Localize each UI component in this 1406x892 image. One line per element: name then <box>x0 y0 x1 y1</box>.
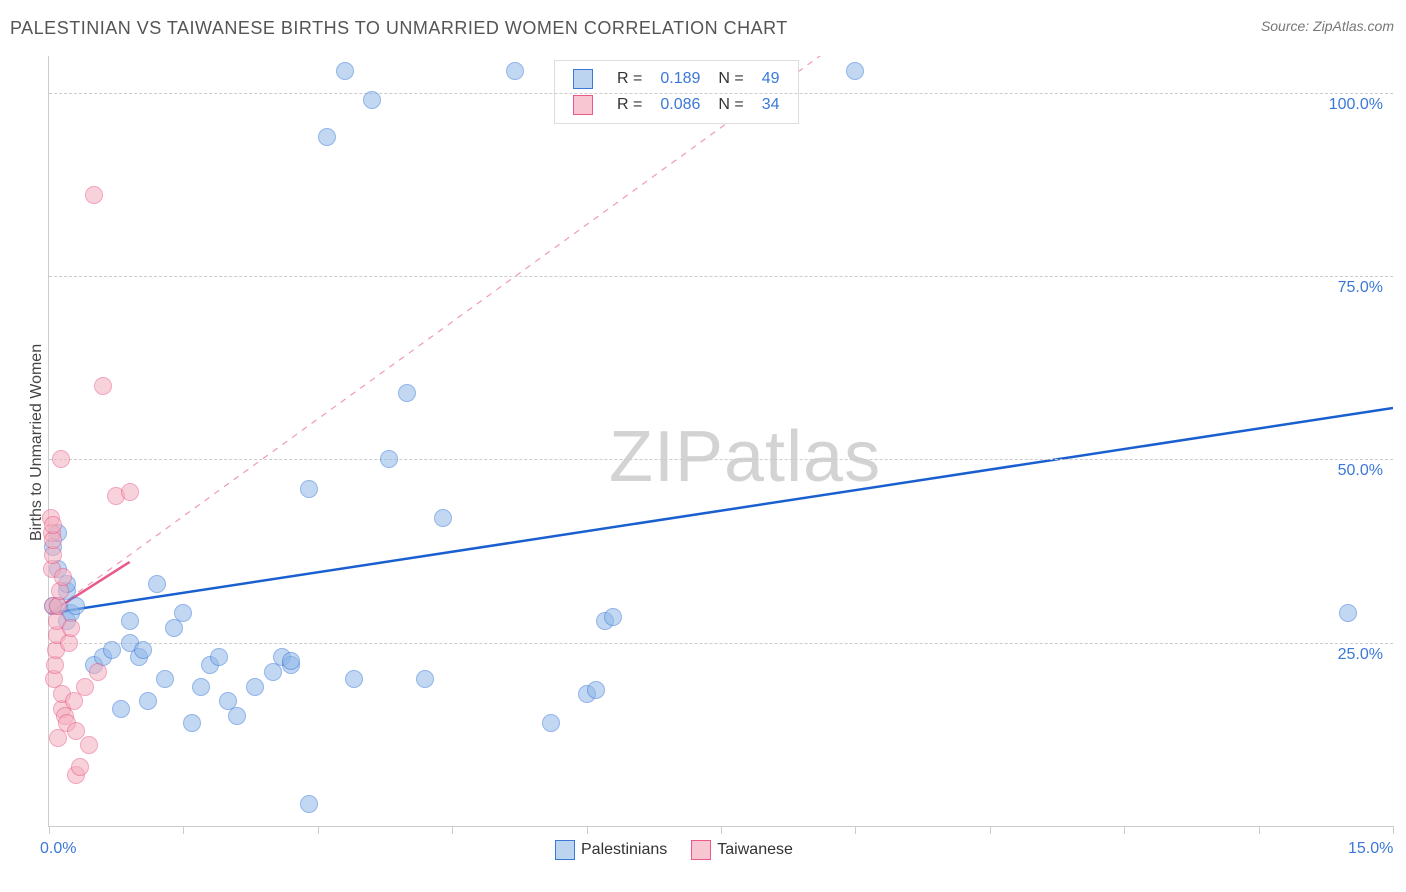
data-point <box>148 575 166 593</box>
y-tick-label: 25.0% <box>1338 646 1383 664</box>
legend-swatch <box>691 840 711 860</box>
data-point <box>54 568 72 586</box>
data-point <box>318 128 336 146</box>
trend-lines <box>49 56 1393 826</box>
legend-n-label: N = <box>710 67 751 91</box>
watermark-atlas: atlas <box>724 417 881 497</box>
y-axis-label: Births to Unmarried Women <box>28 344 46 541</box>
gridline <box>49 459 1393 460</box>
data-point <box>52 450 70 468</box>
data-point <box>336 62 354 80</box>
x-tick <box>452 826 453 834</box>
data-point <box>542 714 560 732</box>
data-point <box>398 384 416 402</box>
trend-line <box>49 56 1124 613</box>
data-point <box>80 736 98 754</box>
data-point <box>121 483 139 501</box>
data-point <box>246 678 264 696</box>
data-point <box>210 648 228 666</box>
legend-item: Taiwanese <box>691 841 793 858</box>
legend-stat-row: R =0.189N =49 <box>565 67 788 91</box>
legend-n-value: 49 <box>754 67 788 91</box>
data-point <box>85 186 103 204</box>
data-point <box>380 450 398 468</box>
data-point <box>174 604 192 622</box>
gridline <box>49 93 1393 94</box>
y-tick-label: 75.0% <box>1338 279 1383 297</box>
watermark: ZIPatlas <box>609 416 881 498</box>
x-label-right: 15.0% <box>1348 840 1393 858</box>
plot-area: ZIPatlas R =0.189N =49R =0.086N =34 25.0… <box>48 56 1393 827</box>
legend-r-value: 0.086 <box>652 93 708 117</box>
x-tick <box>587 826 588 834</box>
data-point <box>121 612 139 630</box>
data-point <box>76 678 94 696</box>
legend-r-label: R = <box>609 67 650 91</box>
data-point <box>71 758 89 776</box>
x-tick <box>990 826 991 834</box>
legend-swatch <box>573 95 593 115</box>
data-point <box>416 670 434 688</box>
data-point <box>44 516 62 534</box>
data-point <box>65 692 83 710</box>
data-point <box>282 652 300 670</box>
gridline <box>49 276 1393 277</box>
data-point <box>156 670 174 688</box>
legend-label: Palestinians <box>581 841 667 858</box>
legend-n-label: N = <box>710 93 751 117</box>
y-tick-label: 100.0% <box>1329 96 1383 114</box>
trend-line <box>49 408 1393 613</box>
x-label-left: 0.0% <box>40 840 76 858</box>
correlation-chart: PALESTINIAN VS TAIWANESE BIRTHS TO UNMAR… <box>0 0 1406 892</box>
data-point <box>300 795 318 813</box>
data-point <box>846 62 864 80</box>
x-tick <box>318 826 319 834</box>
y-tick-label: 50.0% <box>1338 462 1383 480</box>
data-point <box>89 663 107 681</box>
legend-n-value: 34 <box>754 93 788 117</box>
data-point <box>183 714 201 732</box>
data-point <box>139 692 157 710</box>
legend-swatch <box>555 840 575 860</box>
gridline <box>49 643 1393 644</box>
data-point <box>67 722 85 740</box>
data-point <box>506 62 524 80</box>
legend-item: Palestinians <box>555 841 667 858</box>
data-point <box>228 707 246 725</box>
x-tick <box>49 826 50 834</box>
data-point <box>134 641 152 659</box>
legend-label: Taiwanese <box>717 841 793 858</box>
data-point <box>300 480 318 498</box>
data-point <box>62 619 80 637</box>
data-point <box>103 641 121 659</box>
legend-r-value: 0.189 <box>652 67 708 91</box>
legend-swatch <box>573 69 593 89</box>
data-point <box>587 681 605 699</box>
data-point <box>192 678 210 696</box>
data-point <box>604 608 622 626</box>
legend-r-label: R = <box>609 93 650 117</box>
x-tick <box>1259 826 1260 834</box>
watermark-zip: ZIP <box>609 417 724 497</box>
legend-series: Palestinians Taiwanese <box>555 840 817 860</box>
x-tick <box>1124 826 1125 834</box>
data-point <box>345 670 363 688</box>
x-tick <box>855 826 856 834</box>
data-point <box>112 700 130 718</box>
data-point <box>434 509 452 527</box>
chart-title: PALESTINIAN VS TAIWANESE BIRTHS TO UNMAR… <box>10 18 788 39</box>
x-tick <box>1393 826 1394 834</box>
data-point <box>67 597 85 615</box>
data-point <box>94 377 112 395</box>
x-tick <box>183 826 184 834</box>
data-point <box>363 91 381 109</box>
source-label: Source: ZipAtlas.com <box>1261 18 1394 34</box>
data-point <box>1339 604 1357 622</box>
x-tick <box>721 826 722 834</box>
legend-stat-row: R =0.086N =34 <box>565 93 788 117</box>
